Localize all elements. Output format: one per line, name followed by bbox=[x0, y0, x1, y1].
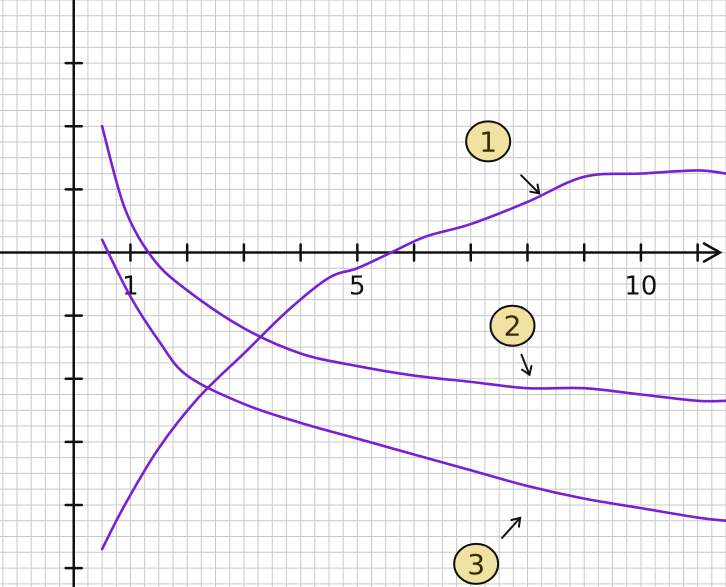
x-tick-label: 10 bbox=[624, 271, 657, 301]
series-line-2 bbox=[100, 124, 726, 403]
series-line-1 bbox=[100, 169, 726, 551]
annotation-1: 1 bbox=[465, 120, 541, 195]
annotation-label: 2 bbox=[504, 310, 522, 343]
annotation-2: 2 bbox=[489, 304, 536, 377]
annotation-arrowhead-icon bbox=[529, 183, 541, 195]
y-ticks bbox=[64, 61, 83, 570]
annotation-arrowhead-icon bbox=[521, 364, 533, 377]
x-tick-label: 5 bbox=[349, 271, 366, 301]
series-line-3 bbox=[100, 238, 726, 523]
annotation-badge bbox=[465, 120, 512, 163]
annotation-badge bbox=[489, 304, 536, 347]
annotation-arrowhead-icon bbox=[510, 516, 522, 528]
annotation-3: 3 bbox=[453, 516, 522, 585]
annotation-arrow-icon bbox=[520, 353, 531, 376]
annotation-arrow-icon bbox=[501, 516, 522, 539]
annotation-label: 3 bbox=[467, 548, 485, 581]
annotation-badge bbox=[453, 542, 500, 585]
x-axis-arrow-icon bbox=[702, 242, 723, 263]
annotations: 1 2 3 bbox=[453, 120, 541, 585]
x-tick-labels: 1 5 10 bbox=[122, 271, 657, 301]
annotation-label: 1 bbox=[479, 125, 497, 158]
annotation-arrow-icon bbox=[520, 174, 541, 195]
x-ticks bbox=[129, 243, 699, 262]
series-lines bbox=[100, 124, 726, 551]
x-tick-label: 1 bbox=[122, 271, 139, 301]
